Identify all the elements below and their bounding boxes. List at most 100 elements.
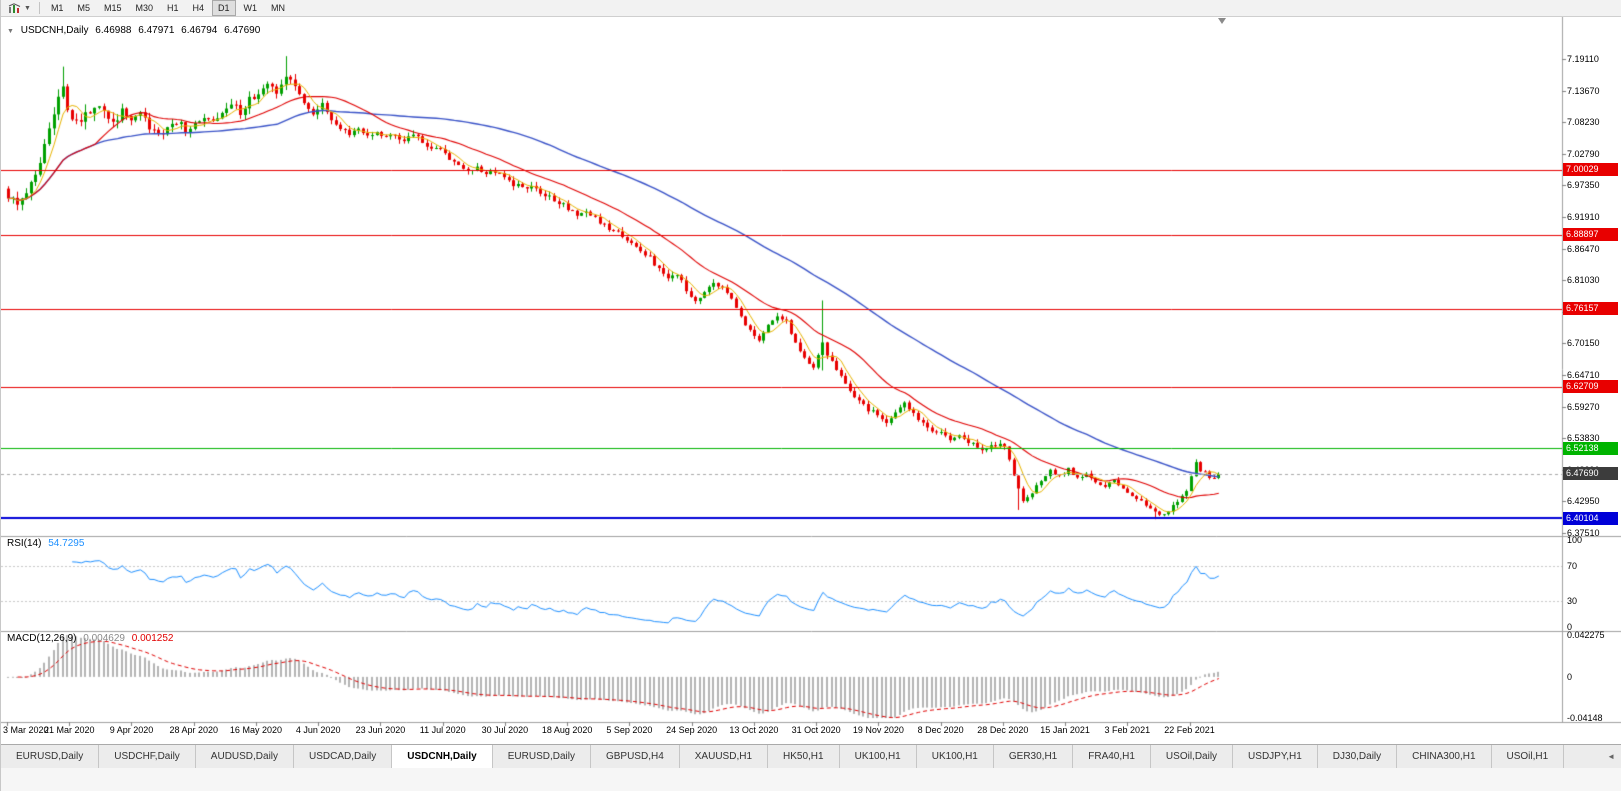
macd-name: MACD(12,26,9) (7, 633, 77, 644)
timeframe-button-m5[interactable]: M5 (77, 3, 90, 13)
chart-symbol-period: USDCNH,Daily (20, 25, 89, 36)
chart-tab-gbpusd-h4[interactable]: GBPUSD,H4 (590, 745, 680, 769)
rsi-axis-label: 70 (1567, 561, 1578, 572)
y-axis-price-label: 6.86470 (1567, 243, 1600, 254)
price-chart-canvas[interactable] (1, 17, 1621, 744)
rsi-name: RSI(14) (7, 538, 42, 549)
timeframe-button-d1[interactable]: D1 (212, 0, 236, 16)
chart-tab-audusd-daily[interactable]: AUDUSD,Daily (195, 745, 295, 769)
x-axis-date-label: 13 Oct 2020 (729, 725, 779, 735)
y-axis-price-label: 6.81030 (1567, 275, 1600, 286)
x-axis-date-label: 11 Jul 2020 (419, 725, 466, 735)
ohlc-close: 6.47690 (224, 25, 261, 36)
y-axis-price-label: 6.42950 (1567, 496, 1600, 507)
chart-tab-ger30-h1[interactable]: GER30,H1 (993, 745, 1074, 769)
timeframe-button-m1[interactable]: M1 (50, 3, 64, 13)
chart-tools-icon[interactable]: ▼ (5, 1, 34, 16)
x-axis-date-label: 23 Jun 2020 (355, 725, 406, 735)
x-axis-date-label: 19 Nov 2020 (852, 725, 904, 735)
timeframe-button-m30[interactable]: M30 (135, 3, 153, 13)
macd-axis-label: 0 (1567, 671, 1573, 682)
macd-indicator-label: MACD(12,26,9) 0.004629 0.001252 (7, 633, 177, 644)
timeframe-button-h4[interactable]: H4 (192, 3, 205, 13)
x-axis-date-label: 15 Jan 2021 (1040, 725, 1090, 735)
y-axis-price-label: 6.97350 (1567, 180, 1600, 191)
timeframe-button-w1[interactable]: W1 (243, 3, 258, 13)
price-level-badge: 6.88897 (1563, 228, 1618, 242)
ohlc-high: 6.47971 (138, 25, 175, 36)
chart-tab-usdcad-daily[interactable]: USDCAD,Daily (294, 745, 393, 769)
chart-tab-usoil-daily[interactable]: USOil,Daily (1150, 745, 1234, 769)
y-axis-price-label: 6.91910 (1567, 212, 1600, 223)
x-axis-date-label: 28 Dec 2020 (977, 725, 1029, 735)
macd-axis-label: 0.042275 (1567, 630, 1605, 640)
timeframe-button-mn[interactable]: MN (271, 3, 286, 13)
chart-title: ▼ USDCNH,Daily 6.46988 6.47971 6.46794 6… (7, 25, 264, 36)
timeframe-toolbar: ▼ M1 M5 M15 M30 H1 H4 D1 W1 MN (1, 0, 1621, 17)
y-axis-price-label: 7.08230 (1567, 117, 1600, 128)
timeframe-button-m15[interactable]: M15 (103, 3, 122, 13)
chart-tab-bar: EURUSD,Daily USDCHF,Daily AUDUSD,Daily USDC… (1, 744, 1621, 769)
chart-tab-usoil-h1[interactable]: USOil,H1 (1491, 745, 1565, 769)
one-click-trading-arrow-icon[interactable]: ▼ (7, 28, 14, 35)
y-axis-price-label: 6.64710 (1567, 370, 1600, 381)
chart-tab-hk50-h1[interactable]: HK50,H1 (768, 745, 840, 769)
x-axis-date-label: 9 Apr 2020 (109, 725, 154, 735)
x-axis-date-label: 30 Jul 2020 (481, 725, 529, 735)
current-price-badge: 6.47690 (1563, 467, 1618, 481)
macd-axis-label: -0.04148 (1567, 713, 1603, 723)
x-axis-date-label: 24 Sep 2020 (666, 725, 718, 735)
x-axis-date-label: 16 May 2020 (229, 725, 282, 735)
y-axis-price-label: 6.59270 (1567, 401, 1600, 412)
chart-tab-uk100-h1[interactable]: UK100,H1 (916, 745, 994, 769)
rsi-indicator-label: RSI(14) 54.7295 (7, 538, 88, 549)
rsi-axis-label: 30 (1567, 595, 1578, 606)
x-axis-date-label: 5 Sep 2020 (606, 725, 653, 735)
rsi-axis-label: 100 (1567, 535, 1583, 545)
chart-tab-eurusd-daily[interactable]: EURUSD,Daily (1, 745, 100, 769)
rsi-axis-label: 0 (1567, 622, 1573, 632)
chart-tab-xauusd-h1[interactable]: XAUUSD,H1 (679, 745, 769, 769)
status-strip (1, 768, 1621, 791)
chart-tab-usdcnh-daily[interactable]: USDCNH,Daily (392, 745, 493, 769)
x-axis-date-label: 31 Oct 2020 (791, 725, 841, 735)
price-level-badge: 6.52138 (1563, 441, 1618, 455)
chart-tab-china300-h1[interactable]: CHINA300,H1 (1397, 745, 1492, 769)
x-axis-date-label: 18 Aug 2020 (541, 725, 593, 735)
y-axis-price-label: 7.13670 (1567, 85, 1600, 96)
chart-tab-usdchf-daily[interactable]: USDCHF,Daily (99, 745, 196, 769)
chart-tab-dj30-daily[interactable]: DJ30,Daily (1317, 745, 1398, 769)
x-axis-date-label: 8 Dec 2020 (917, 725, 964, 735)
ohlc-low: 6.46794 (181, 25, 218, 36)
timeframe-button-h1[interactable]: H1 (167, 3, 179, 13)
y-axis-price-label: 6.70150 (1567, 338, 1600, 349)
price-level-badge: 6.76157 (1563, 302, 1618, 316)
tab-scroll-left-icon[interactable]: ◄ (1607, 752, 1615, 761)
chart-tab-uk100-h1[interactable]: UK100,H1 (839, 745, 917, 769)
chart-tab-eurusd-daily[interactable]: EURUSD,Daily (492, 745, 591, 769)
dropdown-caret-icon: ▼ (24, 4, 31, 12)
macd-signal-value: 0.001252 (131, 633, 174, 644)
chart-tab-usdjpy-h1[interactable]: USDJPY,H1 (1233, 745, 1318, 769)
x-axis-date-label: 22 Feb 2021 (1164, 725, 1215, 735)
x-axis-date-label: 3 Feb 2021 (1104, 725, 1151, 735)
rsi-value: 54.7295 (48, 538, 85, 549)
x-axis-date-label: 21 Mar 2020 (43, 725, 95, 735)
toolbar-separator (38, 2, 40, 14)
ohlc-open: 6.46988 (95, 25, 132, 36)
y-axis-price-label: 6.37510 (1567, 528, 1600, 539)
price-level-badge: 7.00029 (1563, 163, 1618, 177)
chart-area: ▼ USDCNH,Daily 6.46988 6.47971 6.46794 6… (1, 17, 1621, 744)
x-axis-date-label: 3 Mar 2020 (3, 725, 49, 735)
y-axis-price-label: 7.19110 (1567, 54, 1599, 64)
x-axis-date-label: 4 Jun 2020 (295, 725, 341, 735)
y-axis-price-label: 7.02790 (1567, 148, 1600, 159)
chart-shift-marker (1218, 18, 1226, 24)
chart-tab-fra40-h1[interactable]: FRA40,H1 (1073, 745, 1151, 769)
x-axis-date-label: 28 Apr 2020 (169, 725, 218, 735)
mini-chart-icon (8, 2, 21, 13)
y-axis-price-label: 6.53830 (1567, 433, 1600, 444)
price-level-badge: 6.40104 (1563, 511, 1618, 525)
price-level-badge: 6.62709 (1563, 380, 1618, 394)
